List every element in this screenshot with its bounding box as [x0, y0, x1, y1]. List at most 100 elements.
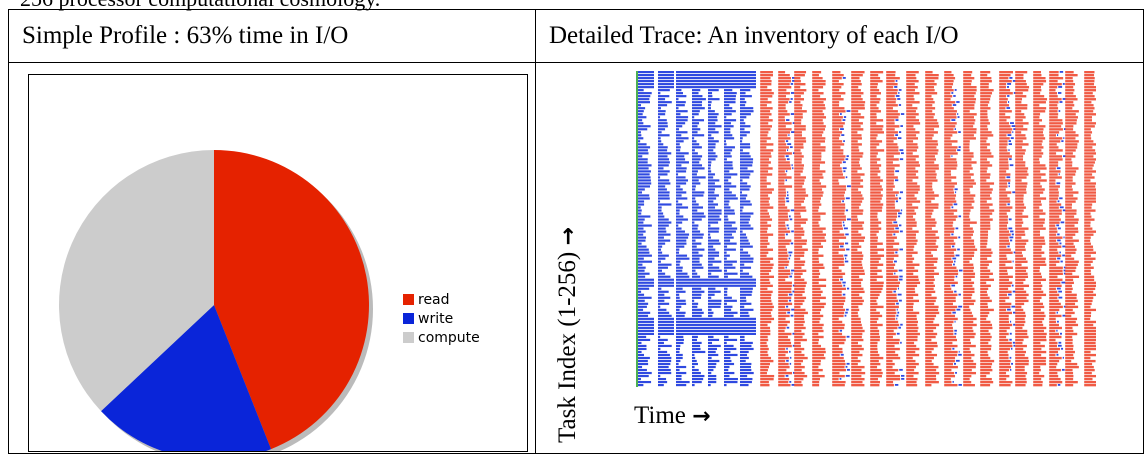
trace-read-op	[886, 107, 893, 110]
trace-write-op	[845, 365, 848, 368]
trace-read-op	[778, 323, 788, 327]
trace-read-op	[812, 380, 820, 384]
trace-read-op	[944, 350, 958, 354]
trace-read-op	[925, 179, 938, 182]
trace-write-op	[707, 266, 720, 269]
trace-write-op	[739, 236, 748, 239]
trace-read-op	[980, 323, 993, 327]
trace-write-op	[1059, 197, 1063, 200]
trace-read-op	[1084, 257, 1096, 260]
trace-write-op	[791, 383, 796, 386]
trace-write-op	[637, 92, 652, 95]
trace-write-op	[657, 254, 669, 257]
trace-write-op	[637, 170, 651, 173]
trace-read-op	[886, 74, 896, 77]
trace-write-op	[637, 305, 647, 308]
trace-read-op	[886, 188, 893, 191]
trace-write-op	[1059, 242, 1062, 245]
trace-read-op	[1084, 170, 1096, 173]
trace-write-op	[691, 107, 705, 110]
trace-task-row	[637, 224, 1091, 227]
trace-read-op	[944, 224, 953, 227]
trace-write-op	[739, 323, 756, 326]
trace-read-op	[1065, 290, 1072, 294]
trace-read-op	[944, 353, 958, 357]
trace-write-op	[657, 374, 661, 378]
trace-read-op	[980, 272, 993, 275]
trace-write-op	[657, 227, 666, 230]
trace-read-op	[778, 260, 790, 263]
trace-read-op	[980, 164, 993, 167]
trace-read-op	[886, 248, 899, 251]
trace-read-op	[870, 368, 882, 372]
trace-read-op	[944, 137, 951, 140]
trace-read-op	[1015, 338, 1024, 342]
trace-read-op	[963, 80, 972, 83]
trace-read-op	[870, 140, 883, 143]
trace-read-op	[999, 371, 1007, 375]
trace-write-op	[739, 365, 751, 369]
trace-read-op	[794, 74, 805, 77]
trace-read-op	[906, 176, 919, 179]
trace-read-op	[812, 194, 823, 197]
trace-write-op	[691, 110, 700, 113]
trace-write-op	[900, 341, 902, 344]
trace-write-op	[785, 179, 787, 182]
trace-read-op	[1033, 236, 1045, 239]
trace-read-op	[812, 221, 819, 224]
trace-read-op	[794, 89, 807, 92]
trace-read-op	[760, 251, 769, 254]
trace-read-op	[886, 230, 899, 233]
trace-write-op	[707, 71, 724, 74]
trace-read-op	[1015, 341, 1023, 345]
trace-write-op	[723, 332, 740, 335]
trace-write-op	[691, 335, 698, 339]
trace-write-op	[723, 269, 728, 272]
trace-write-op	[707, 257, 715, 260]
trace-read-op	[925, 293, 932, 297]
trace-read-op	[812, 353, 824, 357]
trace-read-op	[944, 230, 954, 233]
trace-read-op	[760, 299, 772, 303]
trace-write-op	[637, 158, 648, 161]
trace-write-op	[657, 287, 662, 290]
trace-write-op	[723, 323, 740, 326]
trace-read-op	[1049, 116, 1058, 119]
trace-read-op	[812, 272, 821, 275]
trace-read-op	[1065, 188, 1073, 191]
trace-read-op	[886, 269, 898, 272]
trace-read-op	[851, 158, 860, 161]
trace-read-op	[1049, 143, 1057, 146]
trace-task-row	[637, 275, 1095, 278]
trace-read-op	[1049, 353, 1056, 357]
trace-write-op	[657, 128, 666, 131]
trace-read-op	[944, 125, 956, 128]
trace-write-op	[691, 86, 708, 89]
trace-read-op	[925, 230, 938, 233]
trace-read-op	[906, 344, 917, 348]
trace-write-op	[958, 305, 963, 308]
trace-read-op	[1084, 188, 1096, 191]
trace-write-op	[657, 182, 671, 185]
trace-read-op	[794, 299, 805, 303]
trace-read-op	[778, 341, 792, 345]
trace-read-op	[760, 86, 768, 89]
trace-read-op	[870, 191, 881, 194]
trace-read-op	[886, 347, 900, 351]
trace-read-op	[760, 329, 771, 333]
trace-write-op	[953, 95, 956, 97]
trace-write-op	[707, 278, 724, 281]
trace-write-op	[789, 275, 793, 278]
trace-read-op	[794, 362, 802, 366]
trace-write-op	[637, 257, 644, 260]
trace-write-op	[637, 77, 654, 80]
trace-read-op	[906, 377, 918, 381]
trace-read-op	[851, 224, 863, 227]
trace-read-op	[870, 134, 878, 137]
trace-read-op	[1049, 248, 1058, 251]
trace-task-row	[637, 233, 1094, 236]
trace-read-op	[1033, 278, 1046, 282]
trace-read-op	[925, 215, 932, 218]
trace-write-op	[691, 281, 708, 284]
trace-write-op	[900, 152, 904, 155]
